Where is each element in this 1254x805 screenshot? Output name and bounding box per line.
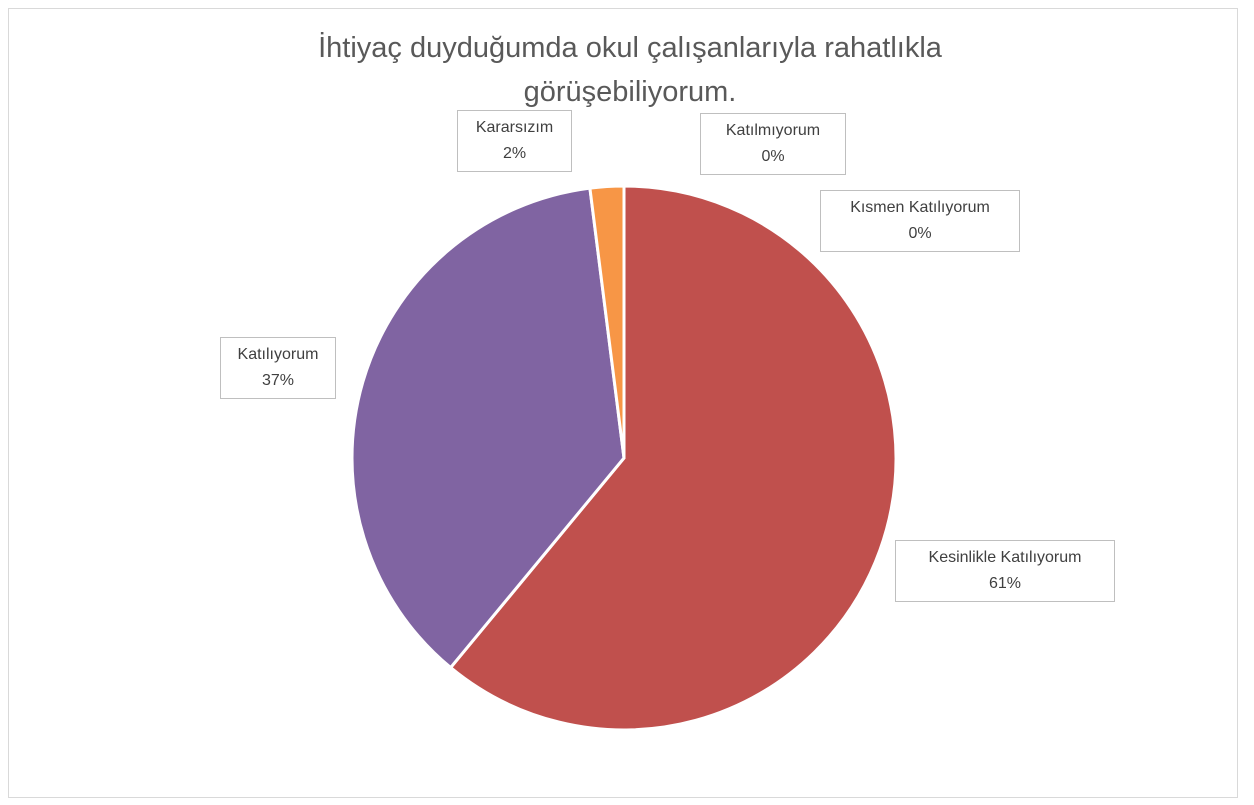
label-value: 2%: [502, 145, 527, 162]
data-label: Katılmıyorum 0%: [700, 113, 846, 175]
label-category: Kısmen Katılıyorum: [850, 199, 990, 216]
label-value: 0%: [908, 225, 932, 242]
chart-frame: [8, 8, 1238, 798]
label-category: Katılmıyorum: [725, 122, 821, 139]
label-value: 37%: [261, 372, 295, 389]
data-label: Kararsızım 2%: [457, 110, 572, 172]
label-value: 0%: [761, 148, 785, 165]
data-label: Kesinlikle Katılıyorum 61%: [895, 540, 1115, 602]
data-label: Kısmen Katılıyorum 0%: [820, 190, 1020, 252]
pie-slice: [588, 184, 626, 459]
chart-title: İhtiyaç duyduğumda okul çalışanlarıyla r…: [318, 32, 942, 108]
data-label: Katılıyorum 37%: [220, 337, 336, 399]
label-category: Kararsızım: [475, 119, 554, 136]
label-category: Katılıyorum: [237, 346, 319, 363]
label-value: 61%: [988, 575, 1022, 592]
pie-slice: [448, 184, 898, 732]
label-category: Kesinlikle Katılıyorum: [928, 549, 1082, 566]
pie-slice: [350, 186, 626, 670]
